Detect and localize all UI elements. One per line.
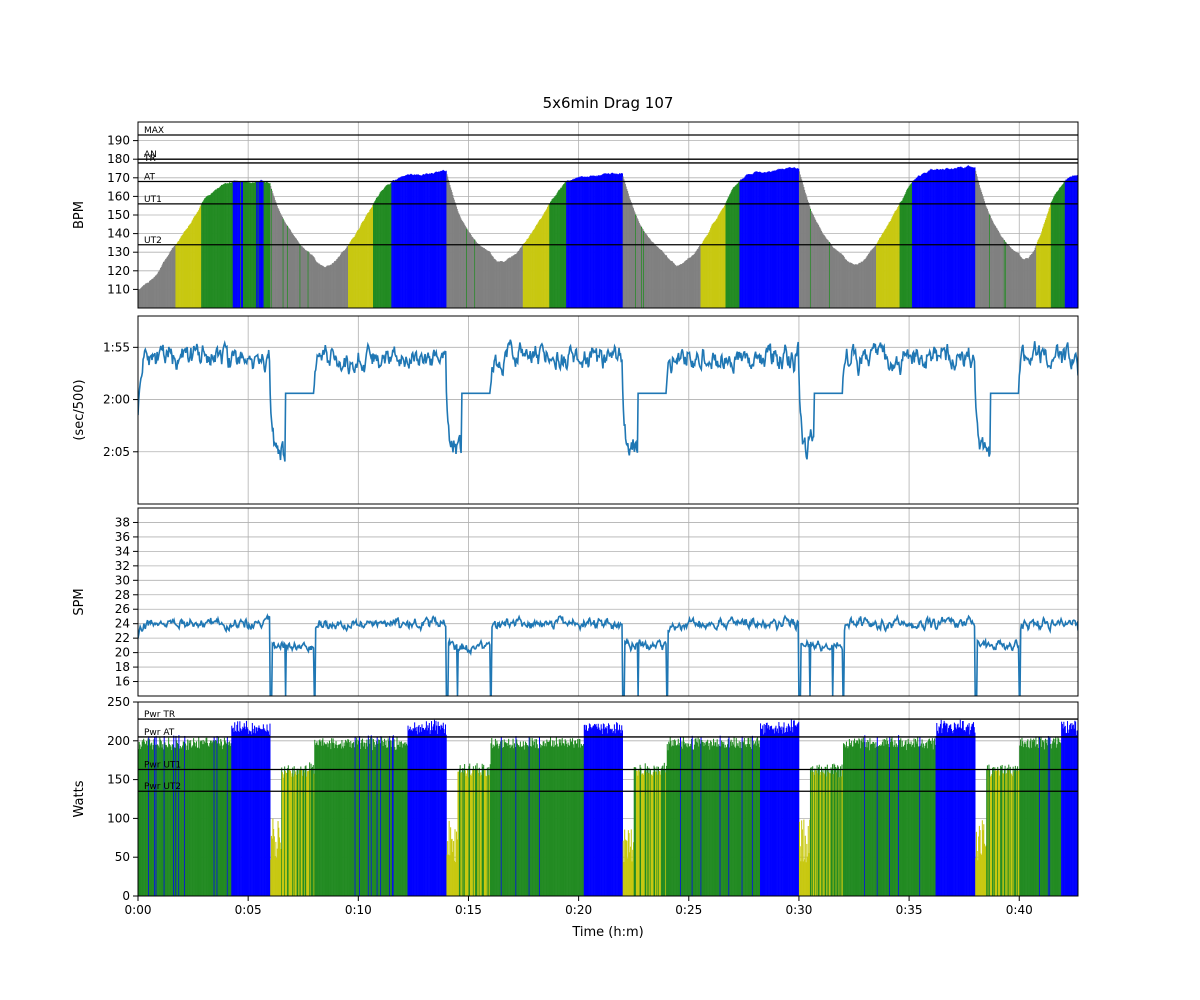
ylabel-pace: (sec/500) <box>72 379 87 440</box>
ytick-label: 160 <box>107 189 130 203</box>
ytick-label: 26 <box>115 602 130 616</box>
ytick-label: 34 <box>115 544 130 558</box>
ytick-label: 32 <box>115 559 130 573</box>
ytick-label: 38 <box>115 515 130 529</box>
xtick-label: 0:05 <box>235 903 262 917</box>
zone-label: MAX <box>144 126 164 136</box>
ytick-label: 180 <box>107 152 130 166</box>
workout-dashboard: 5x6min Drag 1071101201301401501601701801… <box>0 0 1200 1000</box>
ytick-label: 130 <box>107 245 130 259</box>
zone-label: Pwr TR <box>144 710 175 720</box>
ylabel-spm: SPM <box>72 588 87 615</box>
pace-line <box>138 340 1078 462</box>
ytick-label: 250 <box>107 695 130 709</box>
bpm-bars <box>138 165 1079 308</box>
ytick-label: 22 <box>115 631 130 645</box>
ylabel-watts: Watts <box>72 780 87 817</box>
xtick-label: 0:40 <box>1006 903 1033 917</box>
xtick-label: 0:20 <box>565 903 592 917</box>
ylabel-bpm: BPM <box>72 201 87 229</box>
ytick-label: 150 <box>107 208 130 222</box>
ytick-label: 140 <box>107 227 130 241</box>
ytick-label: 1:55 <box>103 340 130 354</box>
ytick-label: 20 <box>115 646 130 660</box>
xtick-label: 0:35 <box>896 903 923 917</box>
ytick-label: 100 <box>107 811 130 825</box>
ytick-label: 150 <box>107 773 130 787</box>
chart-title: 5x6min Drag 107 <box>543 94 674 112</box>
xtick-label: 0:15 <box>455 903 482 917</box>
ytick-label: 2:05 <box>103 445 130 459</box>
zone-label: UT1 <box>144 195 162 205</box>
zone-label: Pwr AT <box>144 728 175 738</box>
spm-line <box>138 616 1078 696</box>
watts-bars <box>138 720 1079 896</box>
ytick-label: 190 <box>107 134 130 148</box>
ytick-label: 18 <box>115 660 130 674</box>
panel-frame <box>138 508 1078 696</box>
zone-label: Pwr UT2 <box>144 782 181 792</box>
xtick-label: 0:30 <box>785 903 812 917</box>
ytick-label: 0 <box>122 889 130 903</box>
xtick-label: 0:25 <box>675 903 702 917</box>
ytick-label: 24 <box>115 617 130 631</box>
xtick-label: 0:00 <box>125 903 152 917</box>
zone-label: AT <box>144 173 155 183</box>
zone-label: UT2 <box>144 236 162 246</box>
ytick-label: 36 <box>115 530 130 544</box>
ytick-label: 120 <box>107 264 130 278</box>
ytick-label: 50 <box>115 850 130 864</box>
ytick-label: 2:00 <box>103 393 130 407</box>
ytick-label: 30 <box>115 573 130 587</box>
zone-label: AN <box>144 150 157 160</box>
xtick-label: 0:10 <box>345 903 372 917</box>
xlabel: Time (h:m) <box>571 925 643 940</box>
ytick-label: 200 <box>107 734 130 748</box>
ytick-label: 16 <box>115 675 130 689</box>
panel-frame <box>138 316 1078 504</box>
ytick-label: 110 <box>107 282 130 296</box>
ytick-label: 28 <box>115 588 130 602</box>
ytick-label: 170 <box>107 171 130 185</box>
zone-label: Pwr UT1 <box>144 761 181 771</box>
